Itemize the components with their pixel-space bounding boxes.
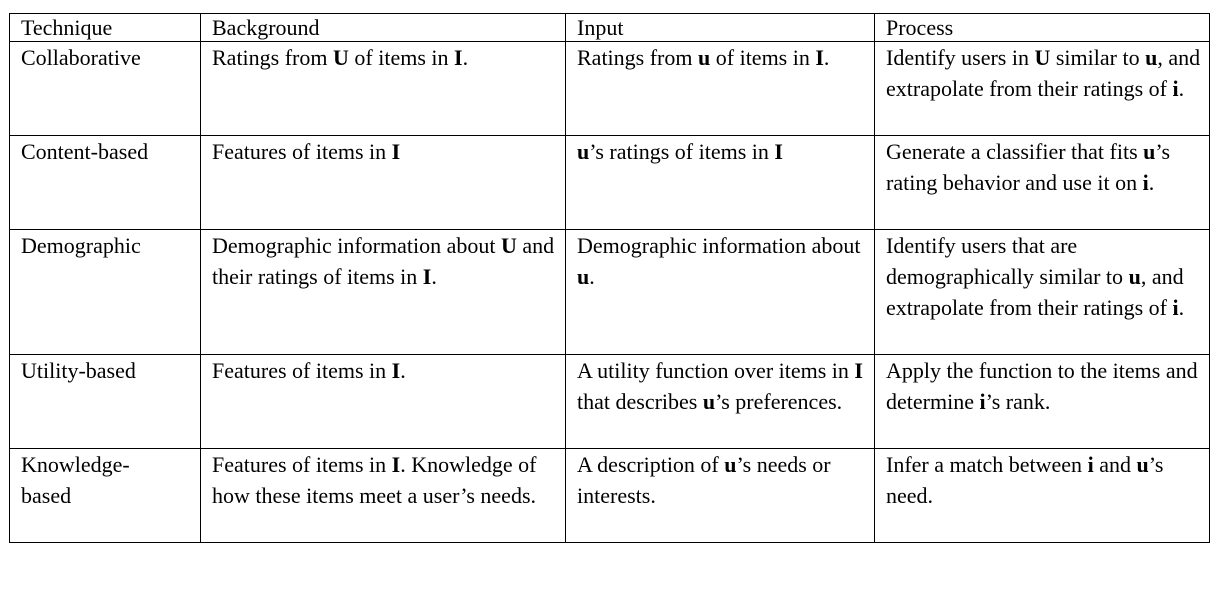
cell-text: . xyxy=(589,264,595,289)
cell-text: of items in xyxy=(710,45,816,70)
bold-symbol: I xyxy=(454,45,463,70)
technique-cell: Utility-based xyxy=(9,354,201,449)
cell-text: ’s needs or interests. xyxy=(577,452,831,508)
input-cell: Demographic information about u. xyxy=(565,229,875,355)
cell-text: ’s rating behavior and use it on xyxy=(886,139,1171,195)
bold-symbol: i xyxy=(979,389,986,414)
cell-text: ’s rank. xyxy=(985,389,1051,414)
bold-symbol: U xyxy=(333,45,349,70)
cell-text: ’s preferences. xyxy=(715,389,843,414)
header-technique: Technique xyxy=(9,13,201,42)
background-cell: Demographic information about U and thei… xyxy=(200,229,566,355)
cell-text: Ratings from xyxy=(212,45,333,70)
bold-symbol: u xyxy=(1143,139,1156,164)
cell-text: . xyxy=(462,45,469,70)
cell-text: and their ratings of items in xyxy=(212,233,555,289)
input-cell: u’s ratings of items in I xyxy=(565,135,875,230)
process-cell: Identify users that are demographically … xyxy=(874,229,1210,355)
bold-symbol: i xyxy=(1172,76,1179,101)
bold-symbol: I xyxy=(391,139,401,164)
cell-text: Apply the function to the items and dete… xyxy=(886,358,1198,414)
cell-text: , and extrapolate from their ratings of xyxy=(886,45,1201,101)
bold-symbol: u xyxy=(1128,264,1141,289)
cell-text: . xyxy=(1178,76,1185,101)
recommendation-techniques-table: Technique Background Input Process Colla… xyxy=(9,13,1210,543)
bold-symbol: u xyxy=(577,139,590,164)
process-cell: Identify users in U similar to u, and ex… xyxy=(874,41,1210,136)
bold-symbol: i xyxy=(1087,452,1094,477)
technique-cell: Content-based xyxy=(9,135,201,230)
table-row: Demographic Demographic information abou… xyxy=(9,229,1210,355)
process-cell: Apply the function to the items and dete… xyxy=(874,354,1210,449)
bold-symbol: u xyxy=(698,45,711,70)
cell-text: . xyxy=(823,45,830,70)
input-cell: A utility function over items in I that … xyxy=(565,354,875,449)
technique-cell: Collaborative xyxy=(9,41,201,136)
input-cell: Ratings from u of items in I. xyxy=(565,41,875,136)
background-cell: Features of items in I. xyxy=(200,354,566,449)
cell-text: Demographic information about xyxy=(212,233,501,258)
cell-text: that describes xyxy=(577,389,703,414)
bold-symbol: I xyxy=(391,452,401,477)
bold-symbol: I xyxy=(815,45,824,70)
background-cell: Features of items in I. Knowledge of how… xyxy=(200,448,566,543)
cell-text: Features of items in xyxy=(212,358,392,383)
cell-text: . xyxy=(431,264,437,289)
cell-text: ’s ratings of items in xyxy=(589,139,775,164)
bold-symbol: u xyxy=(1136,452,1149,477)
table-row: Collaborative Ratings from U of items in… xyxy=(9,41,1210,136)
cell-text: Features of items in xyxy=(212,452,392,477)
technique-label: Knowledge-based xyxy=(21,452,130,508)
bold-symbol: I xyxy=(422,264,432,289)
header-process: Process xyxy=(874,13,1210,42)
process-cell: Infer a match between i and u’s need. xyxy=(874,448,1210,543)
header-input: Input xyxy=(565,13,875,42)
background-cell: Ratings from U of items in I. xyxy=(200,41,566,136)
cell-text: Ratings from xyxy=(577,45,698,70)
process-cell: Generate a classifier that fits u’s rati… xyxy=(874,135,1210,230)
bold-symbol: i xyxy=(1142,170,1149,195)
header-background: Background xyxy=(200,13,566,42)
cell-text: Demographic information about xyxy=(577,233,861,258)
cell-text: A description of xyxy=(577,452,725,477)
cell-text: , and extrapolate from their ratings of xyxy=(886,264,1184,320)
bold-symbol: I xyxy=(774,139,783,164)
background-cell: Features of items in I xyxy=(200,135,566,230)
cell-text: and xyxy=(1093,452,1137,477)
cell-text: similar to xyxy=(1050,45,1146,70)
bold-symbol: I xyxy=(391,358,401,383)
cell-text: . xyxy=(1178,295,1185,320)
bold-symbol: u xyxy=(577,264,590,289)
header-row: Technique Background Input Process xyxy=(9,13,1210,42)
cell-text: Features of items in xyxy=(212,139,392,164)
bold-symbol: I xyxy=(854,358,863,383)
table-row: Knowledge-based Features of items in I. … xyxy=(9,448,1210,543)
cell-text: A utility function over items in xyxy=(577,358,855,383)
bold-symbol: i xyxy=(1172,295,1179,320)
cell-text: . xyxy=(400,358,406,383)
table-row: Content-based Features of items in I u’s… xyxy=(9,135,1210,230)
cell-text: of items in xyxy=(348,45,454,70)
cell-text: Generate a classifier that fits xyxy=(886,139,1144,164)
technique-cell: Knowledge-based xyxy=(9,448,201,543)
bold-symbol: u xyxy=(702,389,716,414)
bold-symbol: u xyxy=(1145,45,1158,70)
table-row: Utility-based Features of items in I. A … xyxy=(9,354,1210,449)
cell-text: Infer a match between xyxy=(886,452,1088,477)
input-cell: A description of u’s needs or interests. xyxy=(565,448,875,543)
cell-text: Identify users in xyxy=(886,45,1035,70)
cell-text: Identify users that are demographically … xyxy=(886,233,1129,289)
cell-text: . xyxy=(1148,170,1155,195)
bold-symbol: u xyxy=(724,452,737,477)
bold-symbol: U xyxy=(1034,45,1051,70)
cell-text: . Knowledge of how these items meet a us… xyxy=(212,452,537,508)
technique-cell: Demographic xyxy=(9,229,201,355)
bold-symbol: U xyxy=(500,233,517,258)
cell-text: ’s need. xyxy=(886,452,1164,508)
